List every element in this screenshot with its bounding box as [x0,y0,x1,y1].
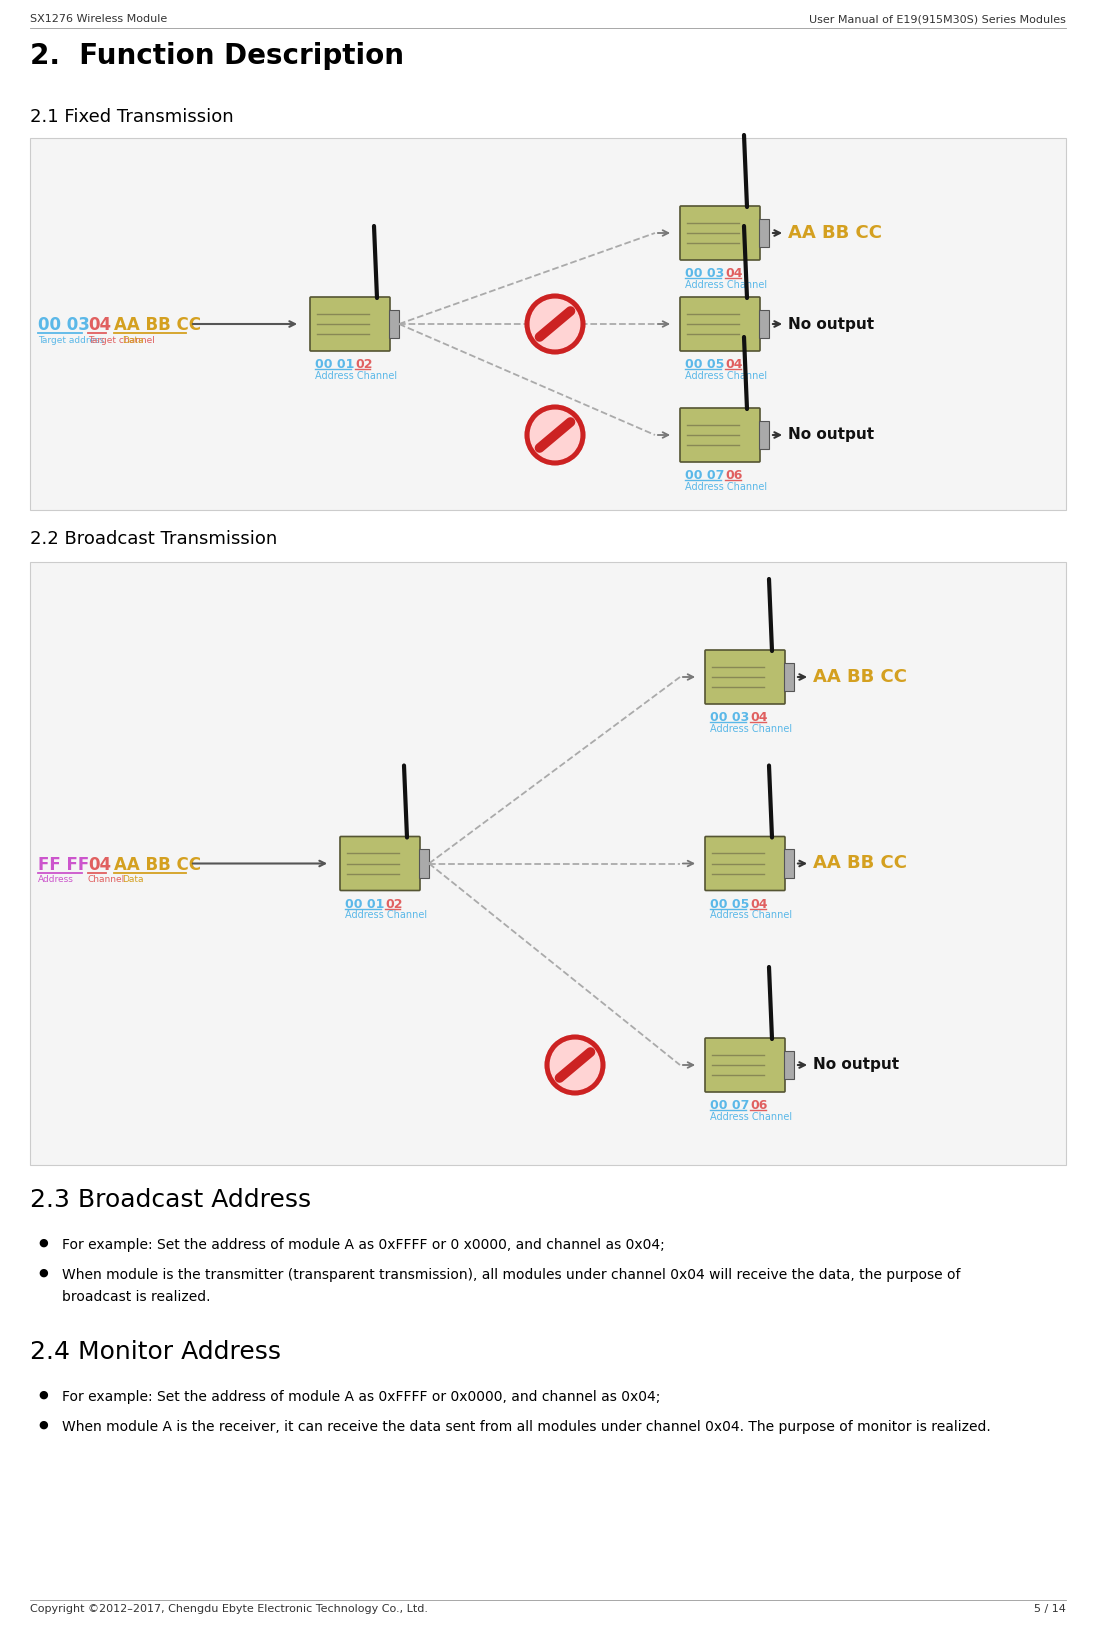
Text: Target address: Target address [38,335,104,345]
Text: 04: 04 [724,358,742,371]
Text: ●: ● [38,1237,48,1249]
Text: When module is the transmitter (transparent transmission), all modules under cha: When module is the transmitter (transpar… [62,1268,960,1281]
FancyBboxPatch shape [30,138,1066,510]
Text: ●: ● [38,1420,48,1429]
Text: 00 01: 00 01 [345,897,385,910]
Text: Address Channel: Address Channel [710,910,792,920]
Text: 02: 02 [385,897,402,910]
Text: 06: 06 [750,1099,767,1112]
Text: 00 07: 00 07 [685,469,724,482]
Text: Address: Address [38,876,73,884]
Text: 04: 04 [750,897,767,910]
FancyBboxPatch shape [784,1050,794,1079]
Circle shape [527,296,583,352]
Text: AA BB CC: AA BB CC [114,855,201,874]
Text: User Manual of E19(915M30S) Series Modules: User Manual of E19(915M30S) Series Modul… [809,15,1066,24]
Circle shape [527,296,583,352]
FancyBboxPatch shape [680,207,760,260]
FancyBboxPatch shape [30,562,1066,1166]
Text: 2.  Function Description: 2. Function Description [30,42,404,70]
Text: 04: 04 [724,267,742,280]
Text: For example: Set the address of module A as 0xFFFF or 0x0000, and channel as 0x0: For example: Set the address of module A… [62,1390,661,1403]
Text: 5 / 14: 5 / 14 [1035,1604,1066,1613]
Text: 2.4 Monitor Address: 2.4 Monitor Address [30,1340,281,1364]
Circle shape [547,1037,603,1092]
Text: FF FF: FF FF [38,855,89,874]
Text: 00 03: 00 03 [710,711,750,724]
Text: When module A is the receiver, it can receive the data sent from all modules und: When module A is the receiver, it can re… [62,1420,991,1434]
Text: 2.2 Broadcast Transmission: 2.2 Broadcast Transmission [30,531,277,549]
Text: For example: Set the address of module A as 0xFFFF or 0 x0000, and channel as 0x: For example: Set the address of module A… [62,1237,665,1252]
Text: Address Channel: Address Channel [345,910,427,920]
Text: Data: Data [122,876,144,884]
Text: Address Channel: Address Channel [710,724,792,734]
FancyBboxPatch shape [310,296,390,352]
Text: Address Channel: Address Channel [315,371,397,381]
Text: 00 03: 00 03 [38,316,90,334]
Text: 2.1 Fixed Transmission: 2.1 Fixed Transmission [30,107,233,125]
Text: AA BB CC: AA BB CC [788,225,882,243]
FancyBboxPatch shape [389,309,399,339]
FancyBboxPatch shape [760,218,769,247]
Text: AA BB CC: AA BB CC [114,316,201,334]
FancyBboxPatch shape [705,650,785,703]
Text: No output: No output [813,1058,899,1073]
Text: No output: No output [788,428,875,443]
FancyBboxPatch shape [784,850,794,877]
Text: 00 01: 00 01 [315,358,354,371]
Text: Target channel: Target channel [88,335,155,345]
Text: 06: 06 [724,469,742,482]
Circle shape [547,1037,603,1092]
FancyBboxPatch shape [760,420,769,449]
Text: AA BB CC: AA BB CC [813,667,907,685]
Text: 04: 04 [88,855,111,874]
Text: Address Channel: Address Channel [685,482,767,492]
Text: 02: 02 [355,358,373,371]
Text: Address Channel: Address Channel [685,371,767,381]
FancyBboxPatch shape [705,1039,785,1092]
FancyBboxPatch shape [705,837,785,891]
Text: broadcast is realized.: broadcast is realized. [62,1289,210,1304]
Text: Channel: Channel [88,876,125,884]
Text: ●: ● [38,1390,48,1400]
Text: Data: Data [122,335,144,345]
Text: Address Channel: Address Channel [710,1112,792,1122]
Text: AA BB CC: AA BB CC [813,855,907,873]
Text: SX1276 Wireless Module: SX1276 Wireless Module [30,15,168,24]
FancyBboxPatch shape [760,309,769,339]
Text: 04: 04 [88,316,111,334]
Text: 2.3 Broadcast Address: 2.3 Broadcast Address [30,1188,311,1211]
FancyBboxPatch shape [680,409,760,462]
Text: 04: 04 [750,711,767,724]
FancyBboxPatch shape [340,837,420,891]
Text: 00 07: 00 07 [710,1099,750,1112]
Text: Copyright ©2012–2017, Chengdu Ebyte Electronic Technology Co., Ltd.: Copyright ©2012–2017, Chengdu Ebyte Elec… [30,1604,429,1613]
Text: No output: No output [788,316,875,332]
Text: 00 05: 00 05 [710,897,750,910]
Text: 00 05: 00 05 [685,358,724,371]
Circle shape [527,407,583,462]
FancyBboxPatch shape [784,663,794,692]
Text: Address Channel: Address Channel [685,280,767,290]
Circle shape [527,407,583,462]
Text: 00 03: 00 03 [685,267,724,280]
Text: ●: ● [38,1268,48,1278]
FancyBboxPatch shape [419,850,429,877]
FancyBboxPatch shape [680,296,760,352]
